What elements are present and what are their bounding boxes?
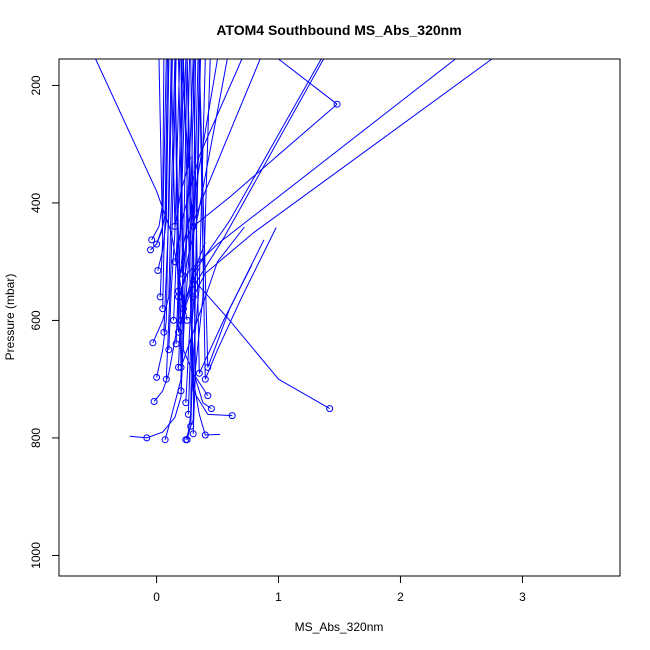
data-point (159, 305, 167, 313)
data-point (189, 430, 197, 438)
chart-title: ATOM4 Southbound MS_Abs_320nm (216, 22, 461, 38)
data-point (149, 339, 157, 347)
profile-series (148, 59, 165, 244)
data-point (204, 392, 212, 400)
profile-line (180, 59, 261, 274)
data-point (207, 405, 215, 413)
x-tick-label: 1 (275, 590, 282, 604)
data-point (201, 375, 209, 383)
data-point (333, 100, 341, 108)
profile-line (178, 59, 190, 368)
profile-line (278, 59, 338, 105)
profile-series (177, 59, 195, 395)
profile-series (186, 59, 221, 439)
profile-line (165, 59, 177, 380)
profile-series (192, 59, 253, 377)
profile-line (150, 59, 167, 251)
profile-line (173, 59, 183, 321)
profile-series (153, 59, 168, 248)
data-point (153, 373, 161, 381)
y-axis-label: Pressure (mbar) (3, 274, 17, 361)
profile-line (158, 59, 164, 297)
series-group (95, 59, 493, 444)
y-tick-label: 800 (29, 428, 43, 448)
profile-series (186, 59, 334, 413)
profile-line (182, 59, 322, 309)
data-point (147, 246, 154, 254)
profile-line (186, 59, 221, 436)
profile-line (175, 59, 187, 344)
data-point (189, 293, 197, 301)
profile-line (192, 59, 253, 374)
data-point (162, 375, 170, 383)
data-point (204, 363, 212, 371)
profile-line (190, 59, 206, 427)
data-point (148, 236, 156, 244)
profile-line (151, 59, 165, 241)
profile-line (187, 59, 201, 415)
data-point (177, 363, 185, 371)
data-point (195, 369, 203, 377)
profile-series (156, 59, 164, 301)
data-point (175, 363, 182, 371)
data-point (177, 387, 185, 395)
x-axis: 0 1 2 3 (153, 575, 526, 604)
x-tick-label: 2 (397, 590, 404, 604)
data-point (326, 405, 334, 413)
data-point (161, 436, 169, 444)
data-point (201, 431, 209, 439)
x-tick-label: 3 (519, 590, 526, 604)
data-point (156, 293, 164, 301)
profile-series (160, 59, 173, 336)
data-point (175, 287, 182, 295)
profile-series (189, 59, 211, 438)
profile-series (162, 59, 177, 383)
profile-line (156, 59, 168, 245)
profile-line (192, 59, 211, 434)
profile-series (177, 59, 228, 301)
profile-line (162, 59, 170, 309)
profile-series (165, 59, 181, 354)
y-tick-label: 1000 (29, 542, 43, 569)
y-axis: 200 400 600 800 1000 (29, 75, 60, 569)
data-point (150, 398, 158, 405)
profile-line (180, 59, 195, 391)
y-tick-label: 600 (29, 310, 43, 330)
data-point (165, 346, 173, 354)
profile-series (147, 59, 167, 254)
profile-series (159, 59, 170, 313)
profile-line (180, 59, 325, 321)
profile-series (175, 59, 218, 295)
profile-line (185, 59, 199, 403)
profile-line (168, 59, 181, 350)
data-point (183, 436, 191, 444)
profile-series (175, 59, 190, 371)
y-tick-label: 200 (29, 75, 43, 95)
plot-area (58, 58, 621, 577)
data-point (153, 240, 161, 248)
data-point (175, 328, 182, 336)
x-tick-label: 0 (153, 590, 160, 604)
data-point (177, 293, 185, 301)
y-tick-label: 400 (29, 193, 43, 213)
profile-line (180, 59, 338, 228)
x-axis-label: MS_Abs_320nm (295, 620, 384, 634)
data-point (171, 258, 179, 266)
data-point (154, 267, 162, 274)
data-point (143, 434, 151, 442)
profile-line (180, 59, 228, 297)
data-point (160, 328, 168, 336)
profile-line (186, 59, 330, 410)
profile-line (178, 59, 218, 292)
data-point (228, 412, 236, 420)
profile-series (278, 59, 341, 108)
profile-line (163, 59, 173, 333)
